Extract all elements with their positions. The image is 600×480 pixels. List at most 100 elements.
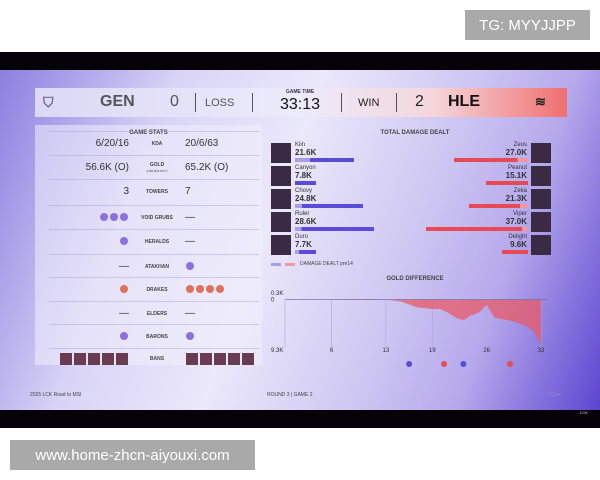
stat-label: KDA [151,140,163,147]
stat-right: 7 [185,186,191,197]
objective-icon [120,285,128,294]
game-stats-title: GAME STATS [129,130,168,136]
stat-label: GOLD (OBJ BOUNTY) [146,161,168,173]
stat-row: DRAKES [49,277,259,301]
bottom-letterbox [0,410,600,428]
stat-row: 56.6K (O) GOLD (OBJ BOUNTY) 65.2K (O) [49,155,259,179]
damage-bar [295,250,317,254]
stat-left [49,284,129,295]
damage-value: 7.8K [295,171,312,180]
player-name: Delight [508,234,527,240]
event-name: 2025 LCK Road to MSI [30,392,82,398]
stat-right: 65.2K (O) [185,162,229,173]
champion-portrait [271,166,291,186]
stat-left: — [119,261,129,272]
champion-portrait [531,235,551,255]
tg-watermark: TG: MYYJJPP [465,10,590,40]
x-tick: 13 [383,348,390,354]
stat-left [49,212,129,223]
gold-area [285,299,541,345]
objective-icon [206,285,214,294]
stat-left [49,352,129,365]
stat-row: 6/20/16 KDA 20/6/63 [49,131,259,155]
stat-label: ELDERS [146,310,168,317]
objective-icon [216,285,224,294]
damage-value: 15.1K [505,171,527,180]
stat-right: — [185,308,195,319]
damage-value: 24.8K [295,194,317,203]
objective-marker-icon [441,361,448,367]
stat-row: 3 TOWERS 7 [49,179,259,203]
player-damage: Zeus 27.0K [506,142,527,157]
stat-row: — ELDERS — [49,301,259,325]
left-score: 0 [170,93,179,110]
stat-label: ATAKHAN [145,263,169,270]
left-team: GEN [100,93,135,110]
damage-value: 9.6K [510,240,527,249]
stat-right [185,284,259,295]
objective-icon [120,332,128,341]
damage-bar [295,227,374,231]
ban-portrait [102,352,114,365]
player-name: Kiin [295,142,306,148]
damage-value: 21.3K [505,194,527,203]
url-watermark: www.home-zhcn-aiyouxi.com [10,440,255,470]
y-tick: 0 [271,298,275,304]
damage-title: TOTAL DAMAGE DEALT [380,130,450,136]
damage-bar [453,158,528,162]
ban-portrait [214,352,226,365]
damage-value: 37.0K [505,217,527,226]
champion-portrait [531,212,551,232]
player-damage: Ruler 28.6K [295,211,316,226]
ban-portrait [242,352,254,365]
damage-bar [426,227,528,231]
ban-portrait [74,352,86,365]
x-tick: 33 [538,348,545,354]
ban-portrait [200,352,212,365]
x-tick: 19 [429,348,436,354]
objective-marker-icon [460,361,467,367]
gold-chart-title: GOLD DIFFERENCE [386,276,444,282]
gen-logo-icon: ⛉ [43,94,54,110]
stat-left [49,236,129,247]
stat-left [49,331,129,342]
stat-label: BARONS [146,333,168,340]
stat-label: HERALDS [144,238,170,245]
stat-row: BARONS [49,324,259,348]
player-name: Canyon [295,165,316,171]
champion-portrait [531,143,551,163]
objective-icon [120,237,128,246]
stat-right: — [185,236,195,247]
objective-icon [110,213,118,222]
player-damage: Chovy 24.8K [295,188,316,203]
stat-label: TOWERS [146,188,168,195]
stat-label: DRAKES [146,286,168,293]
stat-left: 6/20/16 [95,138,129,149]
left-result: LOSS [205,97,235,109]
player-damage: Kiin 21.6K [295,142,316,157]
stat-right [185,261,259,272]
y-tick: 0.3K [271,291,283,297]
champion-portrait [271,235,291,255]
stat-right [185,352,259,365]
damage-bar [501,250,528,254]
objective-icon [100,213,108,222]
player-damage: Peanut 15.1K [506,165,527,180]
player-name: Zeka [513,188,527,194]
player-name: Chovy [295,188,313,194]
damage-bar [469,204,528,208]
right-score: 2 [415,93,424,110]
x-tick: 26 [483,348,490,354]
objective-marker-icon [406,361,413,367]
stat-row: — ATAKHAN [49,254,259,278]
stat-row: BANS [49,348,259,368]
objective-icon [186,285,194,294]
game-time-label: GAME TIME [285,89,315,95]
damage-bar [295,158,355,162]
lck-logo-icon: LCK [580,410,588,415]
player-name: Zeus [513,142,527,148]
stat-right [185,331,259,342]
damage-bar [486,181,528,185]
stat-label: VOID GRUBS [141,214,173,221]
stat-right: 20/6/63 [185,138,219,149]
